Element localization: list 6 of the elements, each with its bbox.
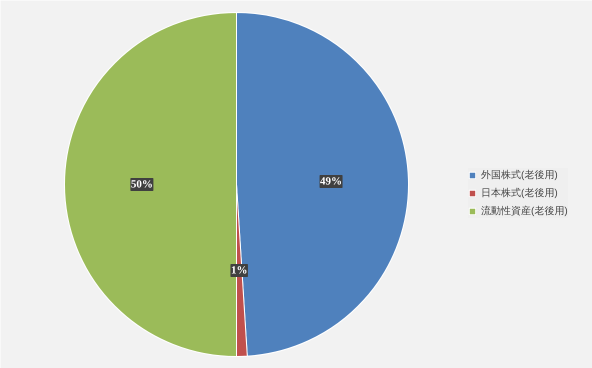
data-label: 49% [320,176,342,188]
legend-label: 流動性資産(老後用) [481,204,568,218]
legend-label: 日本株式(老後用) [481,186,558,200]
legend-label: 外国株式(老後用) [481,168,558,182]
data-label: 50% [130,178,153,190]
data-label: 1% [230,264,248,276]
